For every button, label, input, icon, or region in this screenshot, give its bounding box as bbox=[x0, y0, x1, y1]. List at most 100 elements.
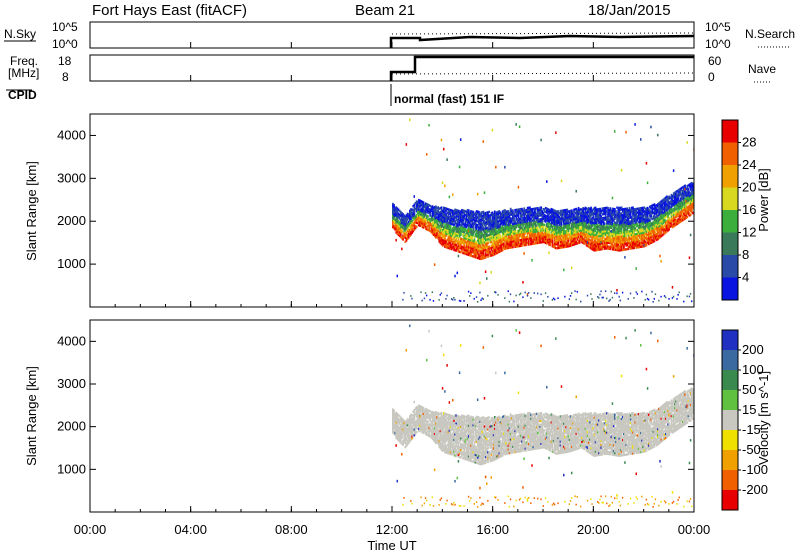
power-cell bbox=[611, 223, 614, 226]
power-cell bbox=[475, 225, 478, 228]
power-cell bbox=[636, 236, 639, 239]
power-cell bbox=[635, 217, 638, 220]
power-cell bbox=[419, 224, 421, 227]
freq-trace bbox=[389, 55, 694, 81]
power-cell bbox=[403, 291, 405, 294]
power-cell bbox=[440, 217, 443, 221]
power-cell bbox=[479, 246, 481, 249]
power-cell bbox=[577, 222, 580, 225]
power-cell bbox=[582, 226, 584, 229]
power-cell bbox=[516, 237, 519, 240]
power-cell bbox=[536, 228, 539, 231]
power-cell bbox=[679, 212, 682, 216]
power-cell bbox=[433, 231, 436, 234]
power-cell bbox=[454, 216, 457, 219]
power-cell bbox=[455, 230, 458, 233]
power-cell bbox=[583, 229, 586, 232]
power-cell bbox=[569, 230, 572, 234]
power-cell bbox=[548, 218, 551, 221]
power-cell bbox=[640, 214, 642, 218]
power-cell bbox=[547, 213, 549, 217]
power-cell bbox=[635, 236, 638, 240]
power-cell bbox=[690, 208, 693, 212]
power-cell bbox=[628, 237, 631, 241]
power-cell bbox=[431, 228, 434, 231]
power-cell bbox=[465, 212, 468, 215]
power-cell bbox=[602, 212, 605, 216]
power-cell bbox=[496, 238, 498, 241]
power-cell bbox=[583, 215, 586, 218]
power-cell bbox=[489, 254, 492, 258]
power-cell bbox=[581, 239, 583, 242]
power-cell bbox=[560, 209, 563, 212]
power-cell bbox=[509, 242, 512, 245]
velocity-cell bbox=[392, 419, 394, 423]
power-cell bbox=[549, 226, 552, 229]
power-cell bbox=[603, 208, 606, 212]
power-cell bbox=[493, 216, 496, 219]
power-cell bbox=[618, 235, 621, 239]
power-cell bbox=[505, 222, 507, 225]
power-cell bbox=[611, 213, 614, 216]
power-cell bbox=[606, 225, 608, 229]
power-cell bbox=[508, 244, 511, 247]
power-cell bbox=[649, 226, 651, 230]
power-cell bbox=[505, 243, 507, 246]
power-cell bbox=[533, 221, 536, 224]
power-cell bbox=[637, 217, 640, 220]
power-cell bbox=[671, 196, 674, 200]
power-cell bbox=[624, 207, 626, 211]
power-cell bbox=[626, 242, 629, 245]
nsky-trace bbox=[389, 34, 695, 48]
power-cell bbox=[589, 207, 591, 211]
power-cell bbox=[521, 230, 523, 234]
power-cell bbox=[463, 234, 466, 238]
power-cell bbox=[685, 187, 688, 191]
power-cell bbox=[393, 203, 395, 207]
power-cell bbox=[474, 225, 477, 228]
power-cell bbox=[495, 291, 497, 294]
power-cell bbox=[515, 241, 518, 244]
power-cell bbox=[559, 217, 562, 220]
power-cell bbox=[590, 233, 592, 236]
power-cell bbox=[660, 231, 663, 234]
power-cell bbox=[692, 206, 694, 209]
power-cell bbox=[536, 292, 539, 295]
power-cell bbox=[415, 200, 418, 203]
power-cell bbox=[600, 248, 603, 251]
power-cell bbox=[508, 246, 511, 249]
power-cell bbox=[546, 207, 548, 210]
power-cell bbox=[510, 219, 513, 222]
power-cell bbox=[482, 255, 485, 258]
power-cell bbox=[676, 203, 678, 206]
power-cell bbox=[527, 239, 530, 242]
power-cell bbox=[448, 231, 451, 235]
power-cell bbox=[422, 222, 425, 225]
power-cell bbox=[533, 209, 536, 212]
power-cell bbox=[412, 228, 415, 231]
power-cell bbox=[690, 210, 693, 214]
power-cell bbox=[680, 208, 683, 211]
power-cell bbox=[534, 236, 537, 239]
power-cell bbox=[564, 226, 566, 229]
power-cell bbox=[680, 217, 683, 221]
velocity-cell bbox=[393, 422, 395, 426]
power-cell bbox=[485, 219, 488, 222]
power-cell bbox=[393, 219, 395, 222]
power-cell bbox=[469, 219, 471, 222]
power-cell bbox=[609, 226, 612, 229]
power-cell bbox=[594, 239, 597, 242]
power-cell bbox=[542, 233, 545, 236]
power-cell bbox=[621, 244, 624, 248]
power-cell bbox=[536, 235, 539, 239]
power-cell bbox=[529, 237, 531, 240]
date-title: 18/Jan/2015 bbox=[588, 2, 671, 19]
power-cell bbox=[529, 223, 531, 227]
power-cell bbox=[397, 216, 400, 219]
power-cell bbox=[593, 218, 596, 221]
power-cell bbox=[467, 240, 470, 243]
velocity-cell bbox=[397, 427, 400, 430]
power-cell bbox=[461, 228, 463, 231]
velocity-cell bbox=[394, 414, 396, 417]
power-cell bbox=[647, 233, 650, 236]
